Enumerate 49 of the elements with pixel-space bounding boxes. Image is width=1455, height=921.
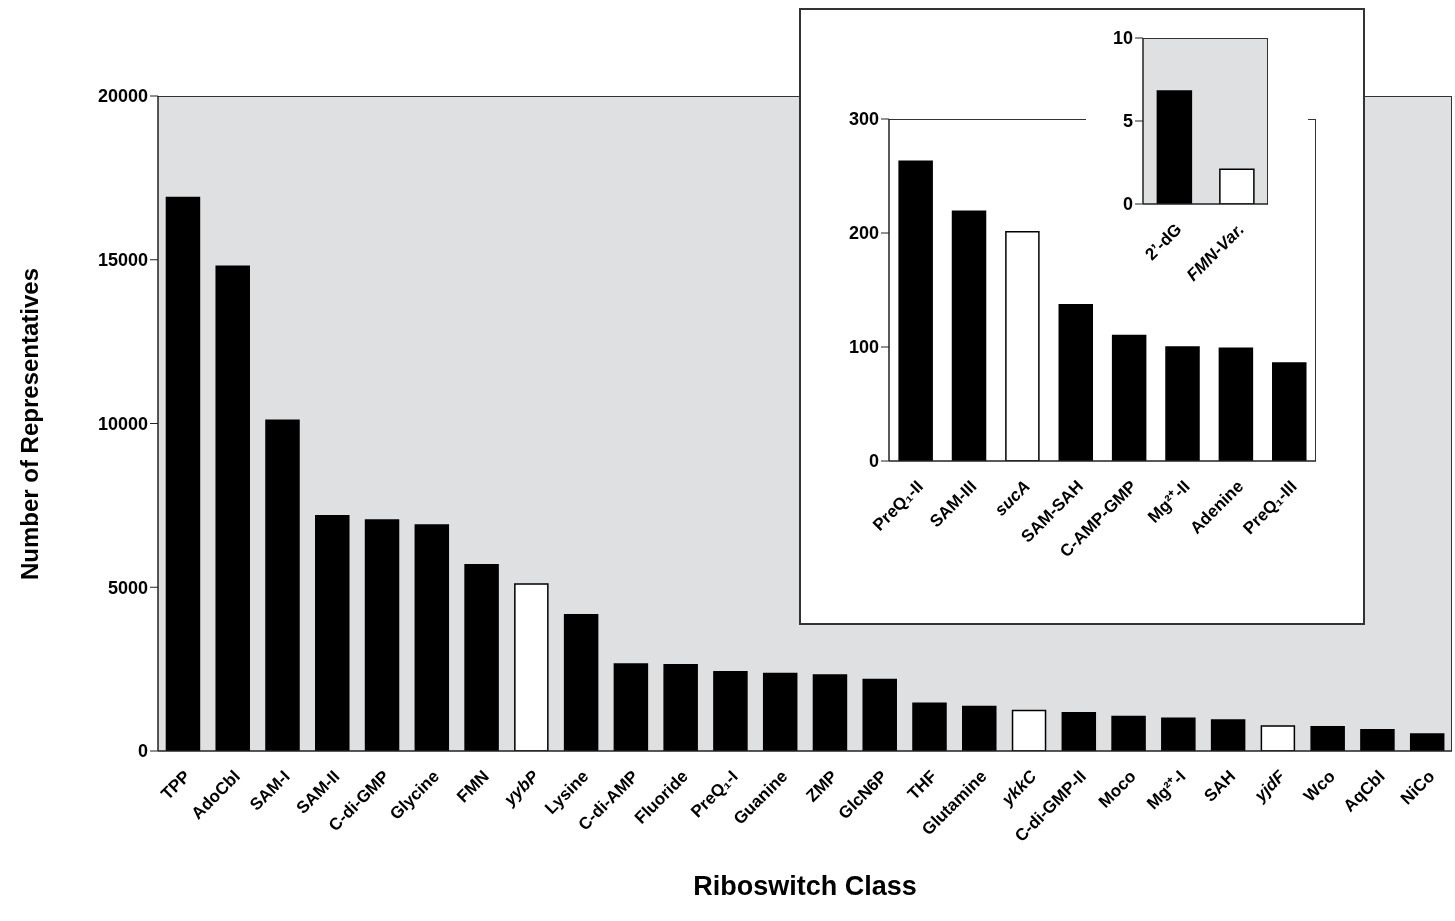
x-axis-title: Riboswitch Class	[692, 871, 918, 902]
bar	[1210, 719, 1246, 751]
y-tick-label: 15000	[97, 250, 148, 271]
bar	[1360, 728, 1395, 751]
y-tick-label: 200	[848, 223, 879, 244]
bar	[1111, 715, 1146, 751]
y-tick-label: 5000	[107, 577, 148, 598]
bar	[514, 583, 549, 751]
bar	[613, 663, 649, 751]
bar	[1218, 347, 1254, 461]
bar	[1111, 334, 1147, 461]
bar	[862, 678, 897, 751]
bar	[1161, 717, 1196, 751]
y-tick-label: 300	[848, 109, 879, 130]
bar	[265, 419, 300, 751]
bar	[364, 519, 400, 751]
bar	[812, 674, 848, 751]
bar	[315, 515, 350, 751]
bar	[1260, 725, 1296, 751]
bar	[1409, 733, 1445, 751]
y-tick-label: 5	[1122, 111, 1133, 132]
y-tick-label: 20000	[97, 86, 148, 107]
bar	[165, 196, 201, 751]
bar	[1058, 304, 1094, 461]
bar	[414, 524, 450, 751]
bar	[464, 563, 499, 751]
y-tick-label: 0	[137, 741, 148, 762]
bar	[663, 664, 698, 751]
y-tick-label: 10000	[97, 413, 148, 434]
y-axis-title: Number of Representatives	[16, 267, 44, 580]
bar	[912, 702, 947, 751]
y-tick-label: 0	[1122, 194, 1133, 215]
bar	[1061, 711, 1097, 751]
bar	[898, 160, 933, 461]
bar	[951, 210, 987, 461]
x-tick-label: Wco	[1300, 766, 1339, 806]
bar	[713, 671, 748, 751]
bar	[762, 672, 798, 751]
x-tick-label: TPP	[157, 766, 195, 804]
y-tick-label: 0	[868, 451, 879, 472]
y-tick-label: 100	[848, 337, 879, 358]
bar	[563, 614, 599, 751]
y-tick-label: 10	[1112, 28, 1133, 49]
bar	[1272, 362, 1307, 461]
bar	[962, 705, 997, 751]
bar	[1011, 709, 1047, 751]
bar	[1165, 346, 1200, 461]
bar	[215, 265, 250, 751]
bar	[1310, 726, 1345, 751]
